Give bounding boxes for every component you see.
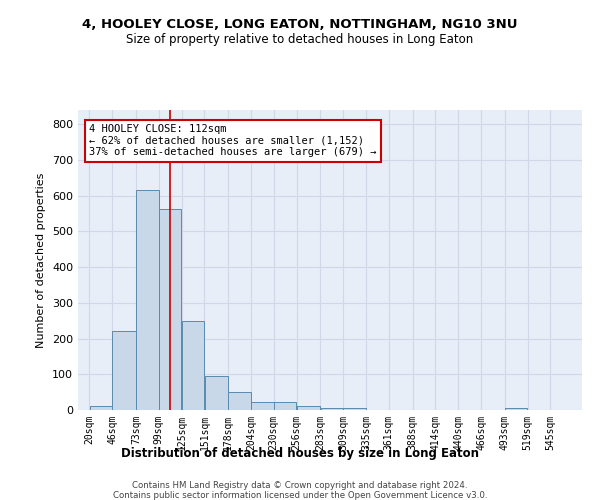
Bar bbox=[251, 402, 274, 410]
Text: Contains HM Land Registry data © Crown copyright and database right 2024.: Contains HM Land Registry data © Crown c… bbox=[132, 481, 468, 490]
Bar bbox=[505, 408, 527, 410]
Text: Size of property relative to detached houses in Long Eaton: Size of property relative to detached ho… bbox=[127, 32, 473, 46]
Text: Contains public sector information licensed under the Open Government Licence v3: Contains public sector information licen… bbox=[113, 491, 487, 500]
Bar bbox=[112, 330, 136, 410]
Bar bbox=[136, 190, 158, 410]
Bar bbox=[159, 209, 181, 410]
Text: Distribution of detached houses by size in Long Eaton: Distribution of detached houses by size … bbox=[121, 448, 479, 460]
Bar bbox=[229, 392, 251, 410]
Bar bbox=[343, 408, 366, 410]
Bar bbox=[320, 408, 343, 410]
Bar bbox=[297, 406, 320, 410]
Text: 4, HOOLEY CLOSE, LONG EATON, NOTTINGHAM, NG10 3NU: 4, HOOLEY CLOSE, LONG EATON, NOTTINGHAM,… bbox=[82, 18, 518, 30]
Bar bbox=[89, 406, 112, 410]
Bar bbox=[205, 376, 228, 410]
Bar bbox=[274, 402, 296, 410]
Y-axis label: Number of detached properties: Number of detached properties bbox=[37, 172, 46, 348]
Bar bbox=[182, 320, 204, 410]
Text: 4 HOOLEY CLOSE: 112sqm
← 62% of detached houses are smaller (1,152)
37% of semi-: 4 HOOLEY CLOSE: 112sqm ← 62% of detached… bbox=[89, 124, 377, 158]
